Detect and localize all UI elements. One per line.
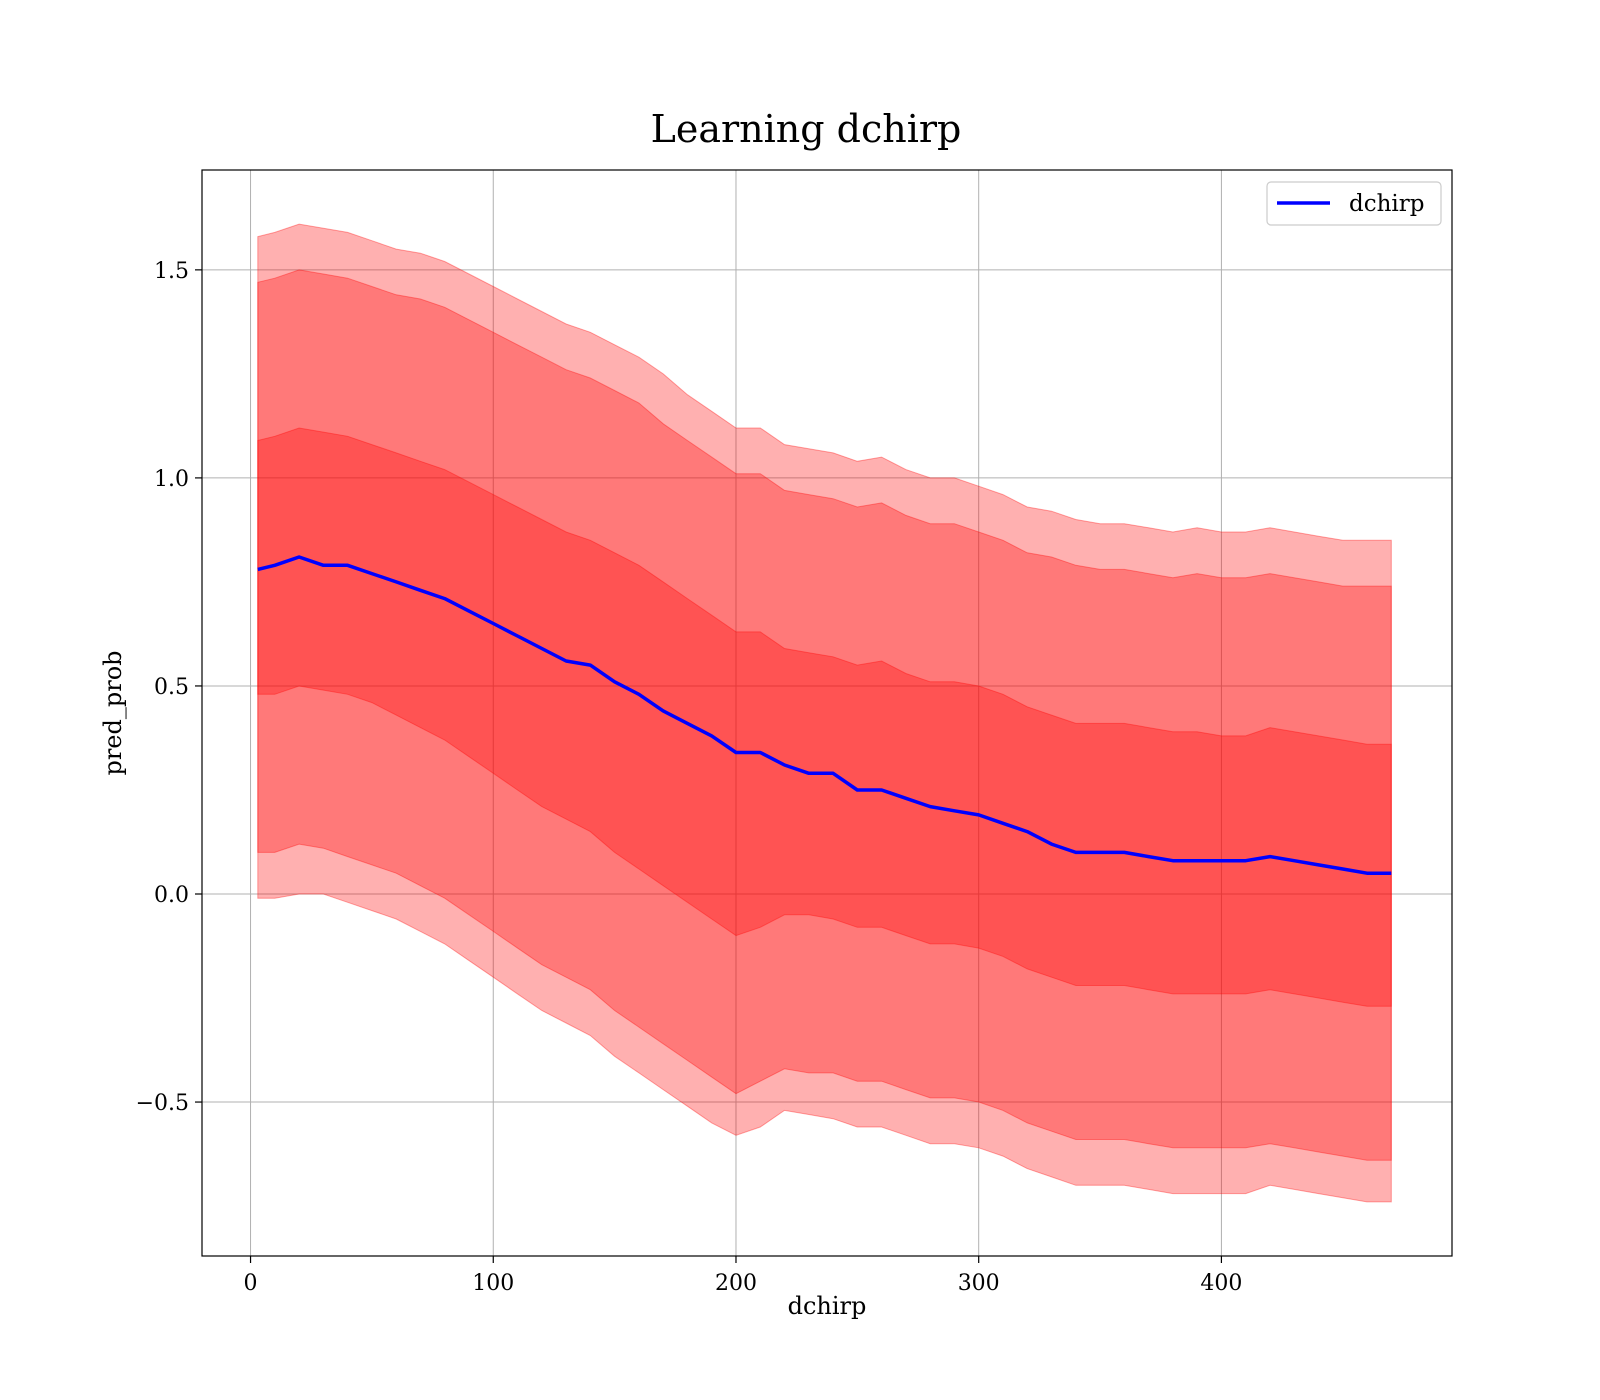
y-axis-label: pred_prob xyxy=(99,650,127,775)
x-tick-label: 0 xyxy=(244,1271,258,1296)
y-tick-label: 0.0 xyxy=(154,883,189,908)
plot-frame xyxy=(201,169,1453,1257)
legend-label-dchirp: dchirp xyxy=(1349,191,1425,217)
y-tick-label: 0.5 xyxy=(154,675,189,700)
plot-area xyxy=(201,169,1453,1257)
band-3 xyxy=(257,427,1392,1007)
y-axis-ticks: −0.5 0.0 0.5 1.0 1.5 xyxy=(136,259,202,1116)
chart-title: Learning dchirp xyxy=(651,107,962,151)
band-1 xyxy=(257,223,1392,1203)
plot-background xyxy=(202,170,1452,1256)
confidence-bands xyxy=(257,223,1392,1203)
grid-lines xyxy=(202,170,1452,1256)
x-tick-label: 100 xyxy=(472,1271,514,1296)
x-axis-ticks: 0 100 200 300 400 xyxy=(244,1256,1242,1296)
series-line-dchirp xyxy=(257,555,1392,875)
band-2 xyxy=(257,269,1392,1161)
legend: dchirp xyxy=(1266,181,1442,226)
mean-line-layer xyxy=(257,555,1392,875)
y-tick-label: 1.0 xyxy=(154,467,189,492)
legend-box xyxy=(1266,181,1442,226)
y-tick-label: −0.5 xyxy=(136,1091,189,1116)
x-axis-label: dchirp xyxy=(788,1292,867,1320)
x-tick-label: 300 xyxy=(958,1271,1000,1296)
x-tick-label: 400 xyxy=(1200,1271,1242,1296)
y-tick-label: 1.5 xyxy=(154,259,189,284)
x-tick-label: 200 xyxy=(715,1271,757,1296)
